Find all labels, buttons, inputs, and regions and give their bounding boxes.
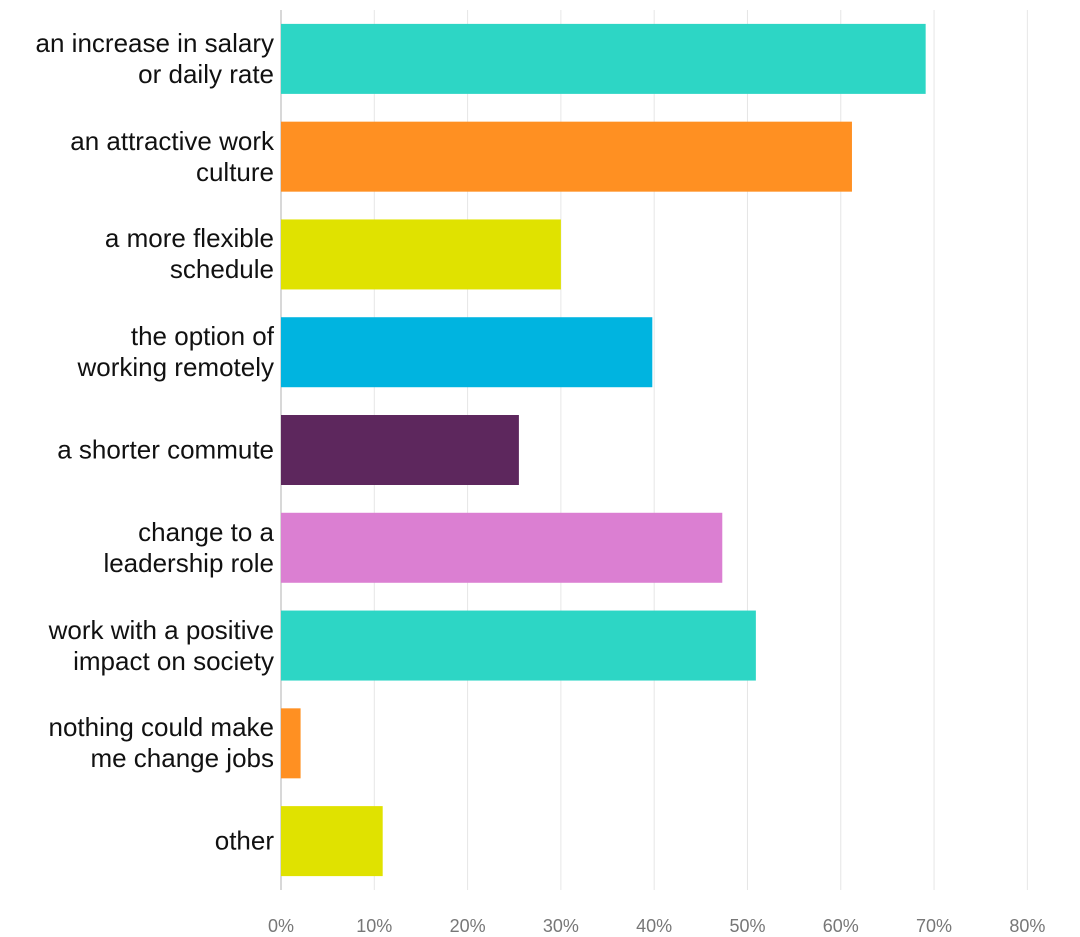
y-tick-label: a more flexible schedule xyxy=(104,223,274,285)
bar xyxy=(281,219,561,290)
y-tick-label: a shorter commute xyxy=(57,434,274,465)
y-tick-label: an attractive work culture xyxy=(70,125,274,187)
x-tick-label: 40% xyxy=(636,916,672,936)
y-tick-label: change to a leadership role xyxy=(103,516,274,578)
bar xyxy=(281,317,653,388)
y-tick-label: work with a positive impact on society xyxy=(48,614,274,676)
x-tick-label: 50% xyxy=(729,916,765,936)
x-tick-label: 70% xyxy=(916,916,952,936)
x-tick-label: 80% xyxy=(1009,916,1045,936)
bar xyxy=(281,121,852,192)
x-tick-label: 30% xyxy=(543,916,579,936)
bar xyxy=(281,512,723,583)
x-tick-label: 60% xyxy=(823,916,859,936)
bar xyxy=(281,708,301,779)
y-tick-label: an increase in salary or daily rate xyxy=(35,27,274,89)
bar xyxy=(281,415,519,485)
x-tick-label: 10% xyxy=(356,916,392,936)
y-tick-label: nothing could make me change jobs xyxy=(48,712,274,774)
bar xyxy=(281,806,383,877)
bar xyxy=(281,23,926,94)
y-tick-label: other xyxy=(214,825,274,856)
x-tick-label: 0% xyxy=(268,916,294,936)
y-tick-label: the option of working remotely xyxy=(77,321,274,383)
x-tick-label: 20% xyxy=(450,916,486,936)
bar xyxy=(281,610,756,681)
